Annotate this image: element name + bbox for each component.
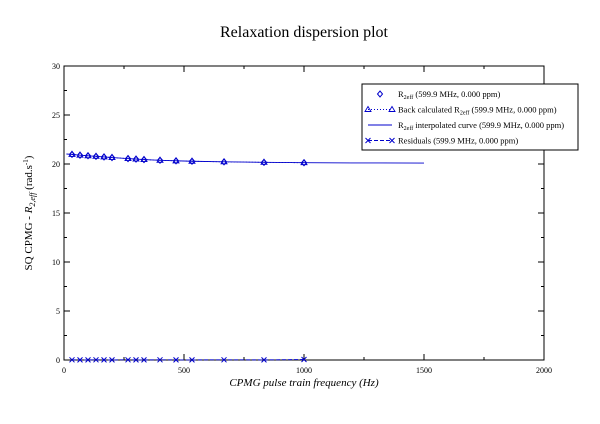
data-point-3 <box>125 356 131 363</box>
data-point-3 <box>261 357 267 363</box>
legend-label-2: R2eff interpolated curve (599.9 MHz, 0.0… <box>398 120 564 132</box>
y-tick-label: 10 <box>52 258 60 267</box>
data-point-1 <box>300 158 308 166</box>
data-point-3 <box>69 356 75 363</box>
y-tick-label: 20 <box>52 160 60 169</box>
legend-label-0: R2eff (599.9 MHz, 0.000 ppm) <box>398 89 501 101</box>
y-tick-label: 15 <box>52 209 60 218</box>
y-tick-label: 0 <box>56 356 60 365</box>
y-tick-label: 25 <box>52 111 60 120</box>
axis-ticks: 0 500 1000 1500 2000 0 5 10 15 20 25 30 <box>52 62 552 375</box>
x-tick-label: 0 <box>62 366 66 375</box>
data-point-1 <box>220 157 228 165</box>
x-tick-label: 1000 <box>296 366 312 375</box>
series-layer <box>66 150 425 363</box>
x-tick-label: 500 <box>178 366 190 375</box>
legend-label-3: Residuals (599.9 MHz, 0.000 ppm) <box>398 136 518 146</box>
data-point-3 <box>109 357 115 363</box>
y-tick-label: 5 <box>56 307 60 316</box>
legend: R2eff (599.9 MHz, 0.000 ppm) Back calcula… <box>361 83 579 151</box>
data-point-1 <box>188 157 196 164</box>
legend-marker-1 <box>388 105 396 112</box>
chart-title: Relaxation dispersion plot <box>220 24 389 41</box>
data-point-3 <box>173 357 179 363</box>
data-point-3 <box>77 357 83 363</box>
data-point-3 <box>157 356 163 363</box>
data-point-3 <box>221 356 227 363</box>
legend-marker-1 <box>364 105 372 112</box>
legend-marker-0 <box>376 90 384 98</box>
y-axis-label: SQ CPMG - R2,eff (rad.s-1) <box>22 155 37 270</box>
legend-box <box>361 83 579 151</box>
x-axis-label: CPMG pulse train frequency (Hz) <box>229 377 379 389</box>
x-tick-label: 2000 <box>536 366 552 375</box>
legend-label-1: Back calculated R2eff (599.9 MHz, 0.000 … <box>398 105 557 117</box>
legend-marker-3 <box>365 137 371 144</box>
data-point-3 <box>133 357 139 363</box>
data-point-3 <box>141 357 147 363</box>
data-point-1 <box>260 158 268 165</box>
x-tick-label: 1500 <box>416 366 432 375</box>
data-point-3 <box>93 356 99 363</box>
y-tick-label: 30 <box>52 62 60 71</box>
series-line-2 <box>66 153 425 164</box>
legend-marker-3 <box>389 137 395 144</box>
data-point-3 <box>301 356 307 363</box>
data-point-3 <box>85 357 91 363</box>
data-point-3 <box>189 357 195 363</box>
series-3 <box>69 356 307 363</box>
data-point-3 <box>101 357 107 363</box>
series-2 <box>66 153 425 164</box>
